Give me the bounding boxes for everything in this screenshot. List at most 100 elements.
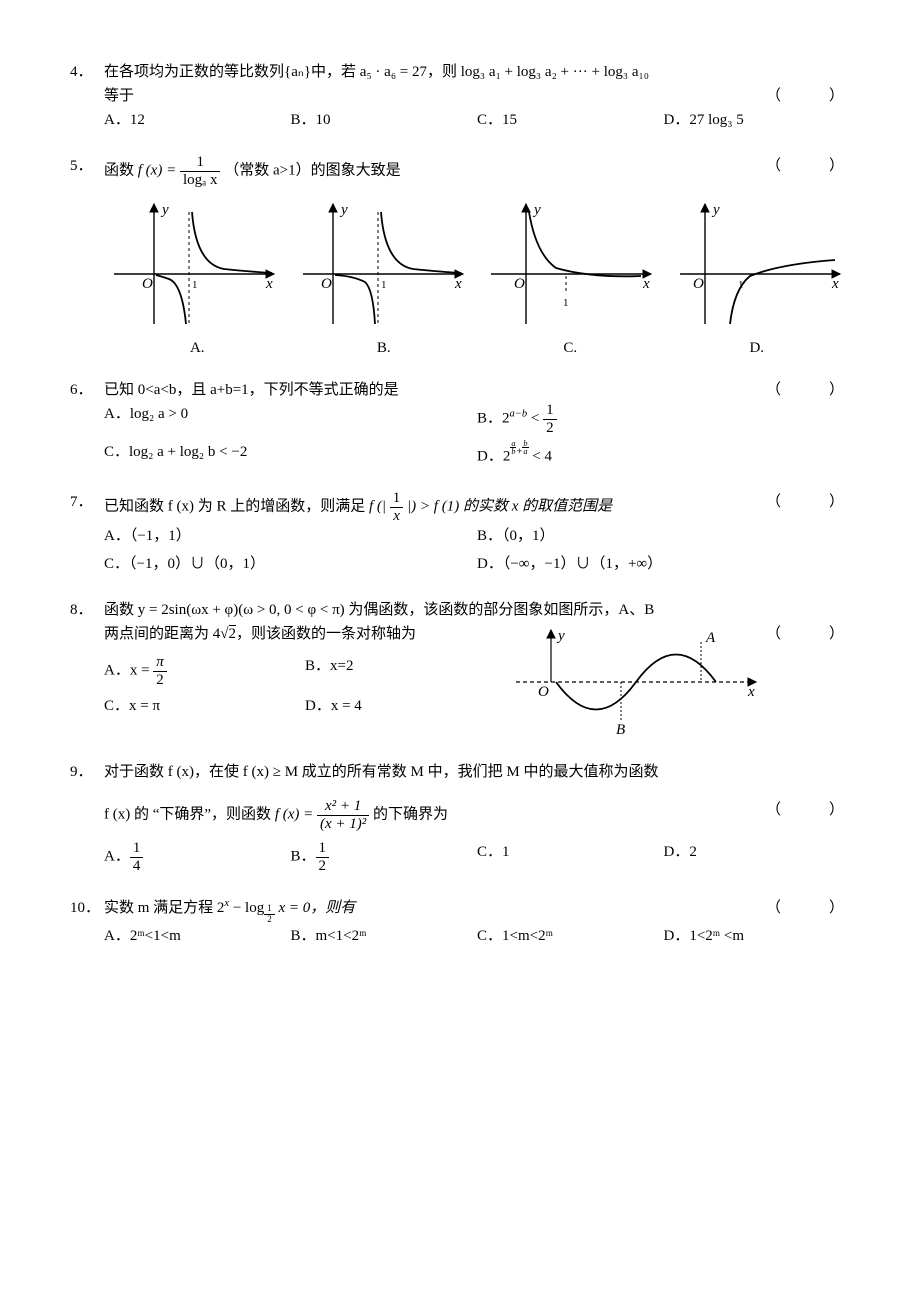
q6-opt-c[interactable]: C．log₂ a + log₂ b < −2: [104, 440, 477, 468]
question-10: 10． 实数 m 满足方程 2x − log12 x = 0，则有 （ ） A．…: [70, 896, 850, 952]
q9-number: 9．: [70, 760, 104, 784]
q5-graph-a: y x O 1: [104, 194, 284, 334]
q8-opt-a[interactable]: A．x = π2: [104, 654, 305, 688]
question-6: 6． 已知 0<a<b，且 a+b=1，下列不等式正确的是 （ ） A．log₂…: [70, 378, 850, 472]
q6-number: 6．: [70, 378, 104, 402]
q6-b-den: 2: [543, 420, 557, 437]
q10-opt-d[interactable]: D．1<2ᵐ <m: [664, 924, 851, 948]
q9-cont-pre: f (x) 的 “下确界”，则函数: [104, 807, 275, 823]
q7-paren: （ ）: [766, 490, 850, 514]
q5-label-a[interactable]: A.: [104, 336, 291, 360]
q4-stem: 4． 在各项均为正数的等比数列{aₙ}中，若 a₅ · a₆ = 27，则 lo…: [70, 60, 850, 84]
q9-b-frac: 12: [316, 840, 330, 874]
q9-fx: f (x) =: [275, 807, 317, 823]
q8-cont-post: ，则该函数的一条对称轴为: [236, 626, 416, 642]
axis-x: x: [265, 276, 273, 292]
q5-label-b[interactable]: B.: [291, 336, 478, 360]
q9-frac: x² + 1(x + 1)²: [317, 798, 369, 832]
q4-paren: （ ）: [766, 84, 850, 108]
q4-opt-d[interactable]: D．27 log₃ 5: [664, 108, 851, 132]
q5-graph-d: y x O 1: [670, 194, 850, 334]
q4-options: A．12 B．10 C．15 D．27 log₃ 5: [70, 108, 850, 136]
q9-opt-a[interactable]: A．14: [104, 840, 291, 874]
q9-opt-c[interactable]: C．1: [477, 840, 664, 874]
q8-sqrt: 2: [229, 625, 237, 642]
q7-stem: 7． 已知函数 f (x) 为 R 上的增函数，则满足 f (| 1x |) >…: [70, 490, 850, 524]
q4-number: 4．: [70, 60, 104, 84]
q5-label-d[interactable]: D.: [664, 336, 851, 360]
q10-sub: 12: [264, 908, 274, 919]
origin: O: [514, 276, 525, 292]
q10-paren: （ ）: [766, 896, 850, 920]
q5-frac-num: 1: [180, 154, 221, 172]
q9-paren: （ ）: [766, 798, 850, 822]
q7-mid2: |) > f (1) 的实数 x 的取值范围是: [403, 499, 612, 515]
q6-options: A．log₂ a > 0 B．2a−b < 12 C．log₂ a + log₂…: [70, 402, 850, 472]
q8-body: 函数 y = 2sin(ωx + φ)(ω > 0, 0 < φ < π) 为偶…: [104, 598, 850, 622]
q7-body: 已知函数 f (x) 为 R 上的增函数，则满足 f (| 1x |) > f …: [104, 490, 850, 524]
q7-opt-a[interactable]: A．（−1，1）: [104, 524, 477, 548]
origin: O: [693, 276, 704, 292]
q5-label-c[interactable]: C.: [477, 336, 664, 360]
q4-opt-a[interactable]: A．12: [104, 108, 291, 132]
q8-a-n: π: [153, 654, 167, 672]
q7-opt-d[interactable]: D．（−∞，−1）∪（1，+∞）: [477, 552, 850, 576]
q7-opt-c[interactable]: C．（−1，0）∪（0，1）: [104, 552, 477, 576]
q8-opt-c[interactable]: C．x = π: [104, 694, 305, 718]
q9-fd: (x + 1)²: [317, 816, 369, 833]
q6-paren: （ ）: [766, 378, 850, 402]
q8-opt-b[interactable]: B．x=2: [305, 654, 506, 688]
q8-a-pre: A．x =: [104, 663, 153, 679]
q5-fx: f (x) =: [138, 162, 180, 178]
q8-stem: 8． 函数 y = 2sin(ωx + φ)(ω > 0, 0 < φ < π)…: [70, 598, 850, 622]
q5-graph-b: y x O 1: [293, 194, 473, 334]
q6-opt-a[interactable]: A．log₂ a > 0: [104, 402, 477, 436]
q8-opt-d[interactable]: D．x = 4: [305, 694, 506, 718]
q6-b-num: 1: [543, 402, 557, 420]
q5-post: （常数 a>1）的图象大致是: [224, 162, 400, 178]
point-b: B: [616, 722, 625, 738]
q7-opt-b[interactable]: B．（0，1）: [477, 524, 850, 548]
q10-stem: 10． 实数 m 满足方程 2x − log12 x = 0，则有 （ ）: [70, 896, 850, 924]
q10-opt-b[interactable]: B．m<1<2ᵐ: [291, 924, 478, 948]
q8-paren-wrap: （ ）: [766, 622, 850, 646]
q9-options: A．14 B．12 C．1 D．2: [70, 840, 850, 878]
q9-cont-post: 的下确界为: [369, 807, 448, 823]
axis-x: x: [642, 276, 650, 292]
q9-ad: 4: [130, 858, 144, 875]
q7-pre: 已知函数 f (x) 为 R 上的增函数，则满足: [104, 499, 369, 515]
tick-1: 1: [563, 297, 569, 309]
question-4: 4． 在各项均为正数的等比数列{aₙ}中，若 a₅ · a₆ = 27，则 lo…: [70, 60, 850, 136]
q9-a-pre: A．: [104, 849, 130, 865]
origin: O: [538, 684, 549, 700]
q9-opt-b[interactable]: B．12: [291, 840, 478, 874]
q6-opt-d[interactable]: D．2ab+ba < 4: [477, 440, 850, 468]
q10-mid: − log: [229, 900, 264, 916]
q7-number: 7．: [70, 490, 104, 514]
q4-opt-c[interactable]: C．15: [477, 108, 664, 132]
q6-opt-b[interactable]: B．2a−b < 12: [477, 402, 850, 436]
q9-opt-d[interactable]: D．2: [664, 840, 851, 874]
q8-paren: （ ）: [766, 622, 850, 646]
q9-bn: 1: [316, 840, 330, 858]
q9-a-frac: 14: [130, 840, 144, 874]
q7-fn: 1: [390, 490, 404, 508]
q10-opt-a[interactable]: A．2ᵐ<1<m: [104, 924, 291, 948]
q10-number: 10．: [70, 896, 104, 920]
axis-y: y: [160, 202, 169, 218]
axis-x: x: [831, 276, 839, 292]
q5-graph-c: y x O 1: [481, 194, 661, 334]
question-5: 5． 函数 f (x) = 1logₐ x （常数 a>1）的图象大致是 （ ）…: [70, 154, 850, 360]
q8-number: 8．: [70, 598, 104, 622]
q4-opt-b[interactable]: B．10: [291, 108, 478, 132]
q8-a-frac: π2: [153, 654, 167, 688]
q8-options: A．x = π2 B．x=2 C．x = π D．x = 4: [104, 654, 506, 724]
q6-stem: 6． 已知 0<a<b，且 a+b=1，下列不等式正确的是 （ ）: [70, 378, 850, 402]
q9-stem: 9． 对于函数 f (x)，在使 f (x) ≥ M 成立的所有常数 M 中，我…: [70, 760, 850, 784]
q10-opt-c[interactable]: C．1<m<2ᵐ: [477, 924, 664, 948]
question-7: 7． 已知函数 f (x) 为 R 上的增函数，则满足 f (| 1x |) >…: [70, 490, 850, 580]
q10-sn: 1: [264, 904, 274, 915]
q6-d-pre: D．2: [477, 448, 510, 464]
q4-cont-text: 等于: [104, 88, 134, 104]
q6-body: 已知 0<a<b，且 a+b=1，下列不等式正确的是 （ ）: [104, 378, 850, 402]
